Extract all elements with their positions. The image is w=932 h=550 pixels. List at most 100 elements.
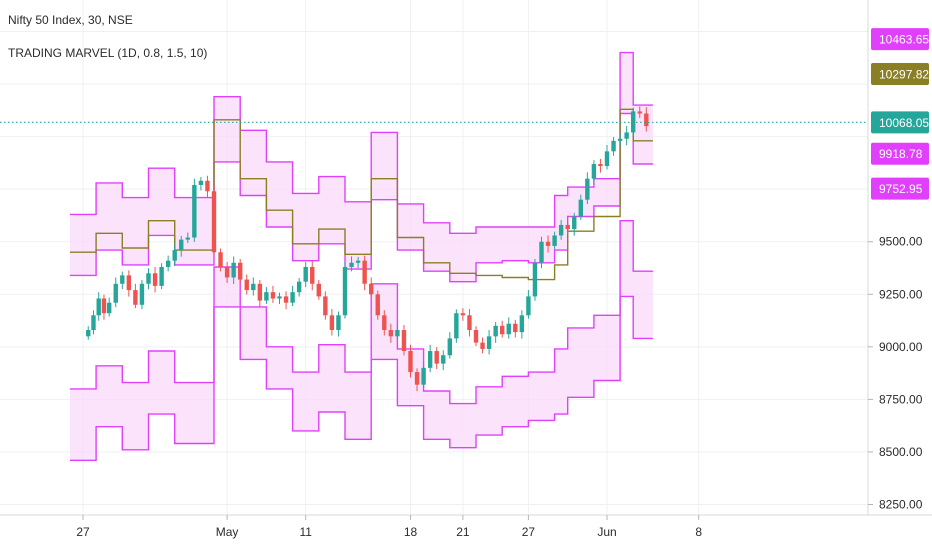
candle [591,163,597,179]
candle [251,283,256,291]
candle [598,163,603,167]
candle [395,330,400,337]
price-label-last [871,111,929,134]
candle [467,315,472,331]
candle [264,292,269,301]
price-label-mid [871,63,929,86]
candle [159,266,164,286]
price-tick-label: 9500.00 [879,235,923,249]
candle [152,273,158,286]
candle [585,178,590,200]
candle [244,279,249,291]
candle [296,281,302,293]
candle [126,275,132,291]
candle [624,132,629,139]
candle [434,351,439,364]
price-label-text: 10297.82 [879,68,929,82]
symbol-legend[interactable]: Nifty 50 Index, 30, NSE [8,13,133,27]
band-line-r2 [69,51,653,234]
candle [644,113,649,127]
candle [86,330,91,337]
band-fills [69,52,653,461]
candle [283,296,289,303]
candle [198,180,204,185]
candle [224,266,230,278]
candle [120,275,125,284]
candle [205,180,210,192]
price-axis-bg [868,0,932,550]
candle [165,260,171,267]
candles [86,106,649,392]
time-axis[interactable]: 27 May 11 18 21 27 Jun 8 [0,514,932,539]
candle [172,250,177,261]
band-fill [69,52,653,282]
band-line-s2 [69,295,653,461]
price-label-text: 10463.65 [879,33,929,47]
candle [493,325,498,337]
price-tick-label: 9000.00 [879,340,923,354]
price-axis[interactable]: 9500.00 9250.00 9000.00 8750.00 8500.00 8250.… [867,0,932,550]
candle [101,298,107,314]
price-tick-label: 8750.00 [879,392,923,406]
candle [454,313,459,339]
candle [218,252,223,267]
time-tick-label: 8 [695,525,702,539]
price-label-band [871,177,929,200]
candle [572,216,577,230]
price-label-text: 9752.95 [879,182,923,196]
candle [91,315,96,331]
candle [513,323,518,333]
candle [506,323,511,335]
candle [604,151,610,167]
price-tick-label: 8500.00 [879,445,923,459]
candle [192,184,197,238]
candle [388,330,394,337]
candle [211,191,217,253]
candle [565,224,570,230]
candle [277,296,282,299]
candle [427,351,433,368]
price-label-band [871,142,929,165]
candle [421,367,426,385]
candle [375,294,380,316]
candle [362,260,367,284]
candle [539,241,544,263]
candle [146,273,151,284]
candle [552,235,557,246]
candle [480,342,485,349]
time-tick-label: May [216,525,239,539]
candle [270,292,276,299]
band-fill [69,220,653,461]
candle [336,315,341,331]
candle [185,237,190,240]
pivot-line [69,108,653,281]
candle [310,266,315,284]
candle [500,325,505,335]
band-line-s1 [69,220,653,405]
candle [290,292,295,303]
candle [414,372,420,385]
candle [526,296,531,316]
time-tick-label: 18 [404,525,418,539]
candle [238,262,243,280]
candle [329,315,335,331]
candle [637,111,642,114]
candle [408,351,413,373]
price-tick-label: 8250.00 [879,497,923,511]
candle [460,313,466,316]
candle [486,336,492,349]
indicator-legend[interactable]: TRADING MARVEL (1D, 0.8, 1.5, 10) [8,46,208,60]
time-tick-label: 27 [522,525,536,539]
candle [532,262,538,297]
candle [231,262,236,278]
candle [107,302,112,314]
price-tick-label: 9250.00 [879,287,923,301]
candle [441,355,446,364]
candle [113,283,118,303]
price-label-text: 10068.05 [879,116,929,130]
candle [447,338,452,356]
candle [179,239,184,251]
candle [382,315,387,331]
price-label-text: 9918.78 [879,147,923,161]
